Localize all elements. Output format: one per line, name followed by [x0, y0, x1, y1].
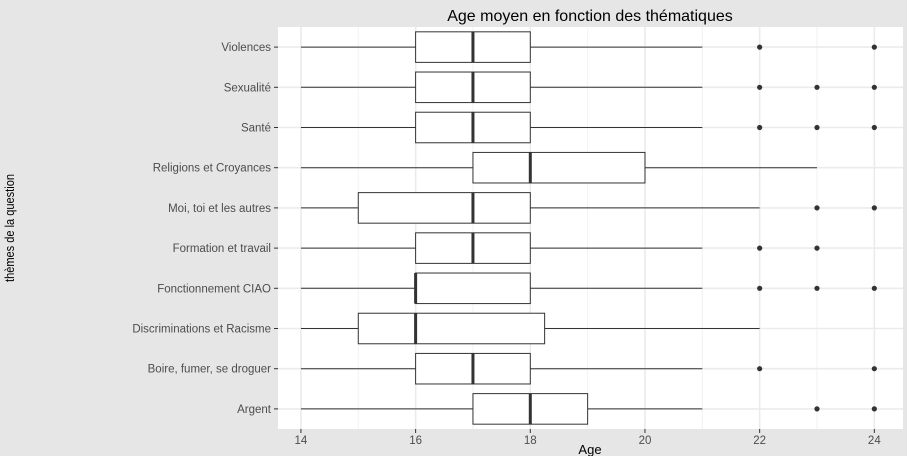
y-tick-label: Violences [221, 42, 271, 54]
box-discriminations-et-racisme [300, 312, 760, 345]
chart-title: Age moyen en fonction des thématiques [447, 8, 733, 25]
y-axis: Violences Sexualité Santé Religions et Croy… [132, 42, 278, 416]
y-tick-label: Moi, toi et les autres [168, 203, 271, 215]
y-tick-label: Formation et travail [173, 243, 271, 255]
x-axis-title: Age [578, 442, 601, 456]
x-tick-label: 24 [868, 435, 881, 447]
outlier-point [814, 245, 820, 251]
box-argent [300, 393, 877, 425]
x-tick-label: 20 [639, 435, 652, 447]
y-tick-label: Argent [237, 404, 272, 416]
box-sant- [300, 111, 877, 144]
plot-panel [278, 27, 903, 429]
outlier-point [814, 205, 820, 211]
outlier-point [757, 366, 763, 372]
boxes [300, 31, 877, 425]
outlier-point [871, 44, 877, 50]
y-tick-label: Santé [241, 123, 271, 135]
outlier-point [871, 124, 877, 131]
outlier-point [757, 84, 763, 90]
y-tick-label: Discriminations et Racisme [132, 324, 271, 336]
outlier-point [871, 205, 877, 211]
outlier-point [871, 285, 877, 291]
y-tick-label: Boire, fumer, se droguer [148, 364, 272, 376]
x-axis: 14 16 18 20 22 24 [295, 429, 881, 447]
y-tick-label: Sexualité [224, 82, 271, 94]
box-violences [300, 31, 877, 63]
box-iqr [357, 192, 531, 224]
outlier-point [757, 124, 763, 131]
outlier-point [814, 285, 820, 291]
box-formation-et-travail [300, 232, 820, 264]
outlier-point [814, 124, 820, 131]
outlier-point [871, 406, 877, 412]
box-religions-et-croyances [300, 151, 817, 184]
x-tick-label: 22 [753, 435, 766, 447]
x-tick-label: 14 [295, 435, 308, 447]
outlier-point [757, 44, 763, 50]
outlier-point [757, 245, 763, 251]
outlier-point [814, 406, 820, 412]
box-sexualit- [300, 71, 877, 104]
outlier-point [814, 84, 820, 90]
outlier-point [757, 285, 763, 291]
x-tick-label: 16 [409, 435, 422, 447]
outlier-point [871, 84, 877, 90]
y-tick-label: Religions et Croyances [153, 163, 272, 175]
box-iqr [415, 272, 531, 305]
x-tick-label: 18 [524, 435, 537, 447]
box-boire-fumer-se-droguer [300, 352, 877, 385]
box-iqr [472, 151, 646, 184]
outlier-point [871, 366, 877, 372]
box-fonctionnement-ciao [300, 272, 877, 305]
y-axis-title: thèmes de la question [2, 174, 17, 282]
box-iqr [357, 312, 546, 345]
y-tick-label: Fonctionnement CIAO [157, 283, 271, 295]
box-moi-toi-et-les-autres [300, 192, 877, 224]
